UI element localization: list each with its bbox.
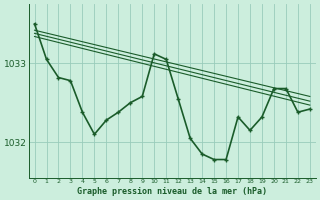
X-axis label: Graphe pression niveau de la mer (hPa): Graphe pression niveau de la mer (hPa) (77, 187, 267, 196)
